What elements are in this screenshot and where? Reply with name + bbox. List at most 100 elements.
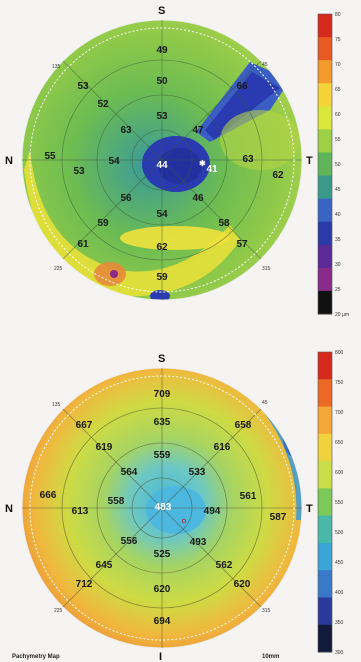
bottom-scale-tick-label: 700 — [335, 410, 344, 416]
bottom-cell-center: 483 — [155, 502, 172, 513]
top-scale-swatch — [318, 106, 332, 130]
bottom-scale-tick-label: 600 — [335, 470, 344, 476]
bottom-degree-135: 135 — [52, 402, 61, 408]
top-label-nasal: N — [5, 155, 13, 167]
top-scale-swatch — [318, 175, 332, 200]
bottom-map: S N T I 135 45 225 315 709 635 559 667 6… — [5, 353, 313, 662]
top-scale-tick-label: 25 — [335, 287, 341, 293]
top-scale-swatch — [318, 221, 332, 246]
top-degree-225: 225 — [54, 266, 63, 272]
bottom-cell: 620 — [154, 584, 171, 595]
bottom-degree-45: 45 — [262, 400, 268, 406]
top-map: S N T 135 45 225 315 49 50 53 66 47 53 5… — [5, 5, 313, 301]
top-scale-tick-label: 55 — [335, 137, 341, 143]
bottom-scale-tick-label: 300 — [335, 650, 344, 656]
bottom-cell: 645 — [96, 560, 113, 571]
bottom-scale-swatch — [318, 515, 332, 544]
top-cell: 62 — [156, 242, 168, 253]
bottom-scale-tick-label: 350 — [335, 620, 344, 626]
top-cell: 63 — [120, 125, 132, 136]
bottom-scale-tick-label: 750 — [335, 380, 344, 386]
top-scale-swatch — [318, 290, 332, 315]
scale-caption: 10mm — [262, 654, 279, 660]
top-scale-tick-label: 40 — [335, 212, 341, 218]
bottom-cell: 493 — [190, 537, 207, 548]
top-scale-swatch — [318, 129, 332, 153]
bottom-scale-swatch — [318, 624, 332, 653]
top-scale-tick-label: 65 — [335, 87, 341, 93]
top-cell: 50 — [156, 76, 168, 87]
top-cell: 52 — [97, 99, 109, 110]
bottom-cell: 667 — [76, 420, 93, 431]
bottom-label-temporal: T — [306, 503, 313, 515]
bottom-cell: 666 — [40, 490, 57, 501]
top-cell: 59 — [156, 272, 168, 283]
bottom-label-inferior: I — [159, 651, 162, 662]
bottom-label-nasal: N — [5, 503, 13, 515]
top-degree-135: 135 — [52, 64, 61, 70]
top-cell: 54 — [156, 209, 168, 220]
bottom-cell: 559 — [154, 450, 171, 461]
top-degree-45: 45 — [262, 62, 268, 68]
bottom-cell: 613 — [72, 506, 89, 517]
top-cell: 55 — [44, 151, 56, 162]
bottom-cell: 533 — [189, 467, 206, 478]
bottom-scale-tick-label: 650 — [335, 440, 344, 446]
bottom-cell: 525 — [154, 549, 171, 560]
top-scale-tick-label: 80 — [335, 12, 341, 18]
top-scale-tick-label: 50 — [335, 162, 341, 168]
bottom-color-scale: 800 750 700 650 600 550 500 450 400 350 300 — [317, 350, 344, 656]
bottom-cell: 694 — [154, 616, 171, 627]
bottom-scale-tick-label: 450 — [335, 560, 344, 566]
bottom-cell: 564 — [121, 467, 138, 478]
top-cell: 57 — [236, 239, 248, 250]
bottom-cell: 561 — [240, 491, 257, 502]
bottom-cell: 558 — [108, 496, 125, 507]
bottom-cell: 556 — [121, 536, 138, 547]
bottom-scale-frame — [317, 351, 333, 653]
bottom-degree-315: 315 — [262, 608, 271, 614]
bottom-cell: 619 — [96, 442, 113, 453]
top-scale-frame — [317, 13, 333, 315]
top-cell-thinnest: 41 — [206, 164, 218, 175]
top-cell: 59 — [97, 218, 109, 229]
top-scale-tick-label: 35 — [335, 237, 341, 243]
bottom-scale-swatch — [318, 570, 332, 598]
top-cell: 49 — [156, 45, 168, 56]
top-degree-315: 315 — [262, 266, 271, 272]
bottom-cell: 709 — [154, 389, 171, 400]
top-scale-swatch — [318, 60, 332, 84]
top-label-superior: S — [158, 5, 165, 17]
bottom-scale-swatch — [318, 597, 332, 626]
bottom-scale-tick-label: 550 — [335, 500, 344, 506]
top-scale-swatch — [318, 267, 332, 292]
top-scale-swatch — [318, 37, 332, 61]
bottom-scale-swatch — [318, 542, 332, 571]
top-cell: 53 — [156, 111, 168, 122]
bottom-cell: 494 — [204, 506, 221, 517]
bottom-scale-tick-label: 400 — [335, 590, 344, 596]
bottom-scale-swatch — [318, 352, 332, 380]
bottom-scale-swatch — [318, 406, 332, 435]
bottom-degree-225: 225 — [54, 608, 63, 614]
top-cell: 56 — [120, 193, 132, 204]
map-caption: Pachymetry Map — [12, 654, 60, 660]
bottom-cell: 587 — [270, 512, 287, 523]
top-scale-tick-label: 45 — [335, 187, 341, 193]
bottom-scale-tick-label: 800 — [335, 350, 344, 356]
top-scale-swatch — [318, 244, 332, 269]
bottom-cell: 616 — [214, 442, 231, 453]
thinnest-marker-icon: ✱ — [199, 159, 206, 168]
bottom-scale-swatch — [318, 461, 332, 489]
top-cell: 61 — [77, 239, 89, 250]
top-cell: 58 — [218, 218, 230, 229]
bottom-scale-swatch — [318, 433, 332, 462]
bottom-scale-tick-label: 500 — [335, 530, 344, 536]
bottom-cell: 712 — [76, 579, 93, 590]
bottom-cell: 620 — [234, 579, 251, 590]
top-cell: 62 — [272, 170, 284, 181]
bottom-cell: 658 — [235, 420, 252, 431]
top-cell-center: 44 — [156, 160, 168, 171]
top-cell: 53 — [73, 166, 85, 177]
top-cell: 46 — [192, 193, 204, 204]
